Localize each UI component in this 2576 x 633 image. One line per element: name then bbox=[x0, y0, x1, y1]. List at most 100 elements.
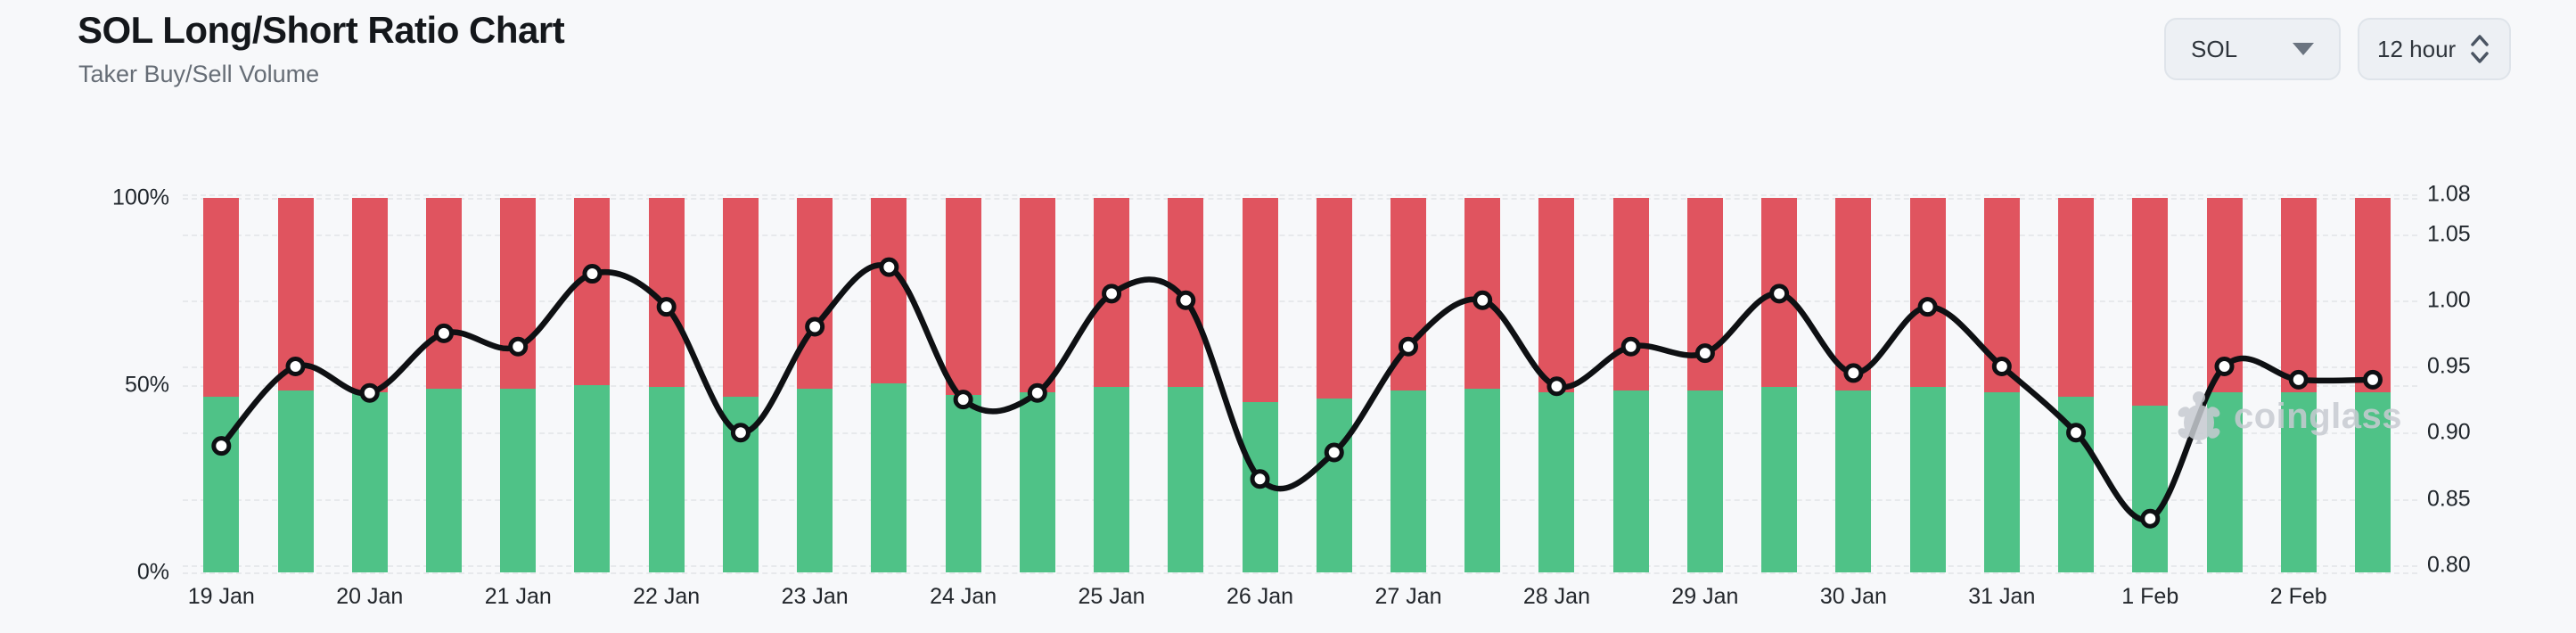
y-axis-tick-right: 0.80 bbox=[2427, 552, 2471, 578]
up-down-chevrons-icon bbox=[2471, 35, 2489, 63]
buy-volume-bar-segment[interactable] bbox=[1094, 387, 1130, 572]
page-subtitle: Taker Buy/Sell Volume bbox=[78, 61, 320, 87]
buy-volume-bar-segment[interactable] bbox=[648, 387, 685, 572]
x-axis-tick: 24 Jan bbox=[930, 584, 997, 609]
sell-volume-bar-segment[interactable] bbox=[1538, 198, 1575, 393]
coinglass-turtle-icon bbox=[2178, 391, 2220, 444]
sell-volume-bar-segment[interactable] bbox=[500, 198, 537, 390]
y-axis-tick-left: 0% bbox=[136, 559, 169, 585]
h-gridline bbox=[183, 234, 2417, 236]
buy-volume-bar-segment[interactable] bbox=[1761, 387, 1798, 572]
y-axis-tick-left: 100% bbox=[112, 185, 169, 210]
y-axis-tick-right: 1.05 bbox=[2427, 221, 2471, 246]
y-axis-tick-right: 0.85 bbox=[2427, 486, 2471, 511]
buy-volume-bar-segment[interactable] bbox=[203, 396, 240, 572]
sell-volume-bar-segment[interactable] bbox=[2354, 198, 2391, 393]
x-axis-tick: 22 Jan bbox=[633, 584, 701, 609]
x-axis-tick: 23 Jan bbox=[781, 584, 849, 609]
watermark: coinglass bbox=[2173, 389, 2402, 444]
x-axis-tick: 2 Feb bbox=[2269, 584, 2327, 609]
h-gridline bbox=[183, 572, 2417, 574]
y-axis-tick-right: 0.90 bbox=[2427, 419, 2471, 445]
symbol-select[interactable]: SOL bbox=[2164, 18, 2341, 80]
sell-volume-bar-segment[interactable] bbox=[2280, 198, 2317, 393]
chevron-down-icon bbox=[2293, 43, 2314, 55]
buy-volume-bar-segment[interactable] bbox=[871, 382, 907, 572]
sell-volume-bar-segment[interactable] bbox=[203, 198, 240, 397]
h-gridline bbox=[183, 198, 2417, 200]
x-axis-tick: 1 Feb bbox=[2121, 584, 2179, 609]
sell-volume-bar-segment[interactable] bbox=[1909, 198, 1946, 388]
sell-volume-bar-segment[interactable] bbox=[1761, 198, 1798, 388]
sell-volume-bar-segment[interactable] bbox=[945, 198, 981, 395]
buy-volume-bar-segment[interactable] bbox=[945, 394, 981, 572]
x-axis-tick: 29 Jan bbox=[1671, 584, 1739, 609]
interval-select-value: 12 hour bbox=[2377, 35, 2457, 62]
buy-volume-bar-segment[interactable] bbox=[2058, 396, 2095, 572]
x-axis-tick: 25 Jan bbox=[1078, 584, 1145, 609]
sell-volume-bar-segment[interactable] bbox=[2206, 198, 2243, 393]
buy-volume-bar-segment[interactable] bbox=[574, 385, 611, 572]
buy-volume-bar-segment[interactable] bbox=[2132, 406, 2169, 572]
x-axis-tick: 21 Jan bbox=[484, 584, 552, 609]
sell-volume-bar-segment[interactable] bbox=[1983, 198, 2020, 393]
buy-volume-bar-segment[interactable] bbox=[500, 389, 537, 572]
buy-volume-bar-segment[interactable] bbox=[1464, 389, 1501, 572]
y-axis-tick-right: 0.95 bbox=[2427, 353, 2471, 379]
sell-volume-bar-segment[interactable] bbox=[648, 198, 685, 388]
buy-volume-bar-segment[interactable] bbox=[351, 392, 388, 572]
sell-volume-bar-segment[interactable] bbox=[722, 198, 759, 397]
x-axis-tick: 31 Jan bbox=[1968, 584, 2036, 609]
watermark-text: coinglass bbox=[2234, 396, 2403, 436]
buy-volume-bar-segment[interactable] bbox=[1316, 398, 1352, 572]
buy-volume-bar-segment[interactable] bbox=[722, 396, 759, 572]
page-title: SOL Long/Short Ratio Chart bbox=[78, 9, 565, 51]
sell-volume-bar-segment[interactable] bbox=[1835, 198, 1872, 391]
sell-volume-bar-segment[interactable] bbox=[351, 198, 388, 393]
buy-volume-bar-segment[interactable] bbox=[1168, 387, 1204, 572]
sell-volume-bar-segment[interactable] bbox=[1612, 198, 1649, 391]
buy-volume-bar-segment[interactable] bbox=[1019, 392, 1055, 572]
sell-volume-bar-segment[interactable] bbox=[2132, 198, 2169, 407]
x-axis-tick: 26 Jan bbox=[1226, 584, 1294, 609]
buy-volume-bar-segment[interactable] bbox=[1612, 390, 1649, 572]
sell-volume-bar-segment[interactable] bbox=[1019, 198, 1055, 393]
y-axis-tick-left: 50% bbox=[124, 372, 169, 398]
h-gridline bbox=[183, 194, 2417, 196]
sell-volume-bar-segment[interactable] bbox=[1168, 198, 1204, 388]
x-axis-tick: 20 Jan bbox=[336, 584, 404, 609]
sell-volume-bar-segment[interactable] bbox=[1686, 198, 1723, 391]
sell-volume-bar-segment[interactable] bbox=[1464, 198, 1501, 390]
sell-volume-bar-segment[interactable] bbox=[2058, 198, 2095, 397]
sell-volume-bar-segment[interactable] bbox=[425, 198, 462, 390]
sell-volume-bar-segment[interactable] bbox=[1242, 198, 1278, 402]
sell-volume-bar-segment[interactable] bbox=[1094, 198, 1130, 388]
sell-volume-bar-segment[interactable] bbox=[871, 198, 907, 383]
x-axis-tick: 28 Jan bbox=[1522, 584, 1590, 609]
y-axis-tick-right: 1.00 bbox=[2427, 287, 2471, 313]
sell-volume-bar-segment[interactable] bbox=[574, 198, 611, 385]
buy-volume-bar-segment[interactable] bbox=[425, 389, 462, 572]
buy-volume-bar-segment[interactable] bbox=[797, 389, 833, 572]
sell-volume-bar-segment[interactable] bbox=[1390, 198, 1426, 391]
buy-volume-bar-segment[interactable] bbox=[1538, 392, 1575, 572]
x-axis-tick: 19 Jan bbox=[187, 584, 255, 609]
sell-volume-bar-segment[interactable] bbox=[1316, 198, 1352, 399]
buy-volume-bar-segment[interactable] bbox=[1909, 387, 1946, 572]
interval-select[interactable]: 12 hour bbox=[2358, 18, 2511, 80]
symbol-select-value: SOL bbox=[2191, 35, 2238, 62]
sell-volume-bar-segment[interactable] bbox=[797, 198, 833, 390]
buy-volume-bar-segment[interactable] bbox=[1983, 392, 2020, 572]
h-gridline bbox=[183, 565, 2417, 567]
buy-volume-bar-segment[interactable] bbox=[1242, 401, 1278, 572]
sell-volume-bar-segment[interactable] bbox=[277, 198, 314, 391]
buy-volume-bar-segment[interactable] bbox=[1686, 390, 1723, 572]
x-axis-tick: 30 Jan bbox=[1819, 584, 1887, 609]
buy-volume-bar-segment[interactable] bbox=[1390, 390, 1426, 572]
x-axis-tick: 27 Jan bbox=[1374, 584, 1442, 609]
y-axis-tick-right: 1.08 bbox=[2427, 181, 2471, 207]
buy-volume-bar-segment[interactable] bbox=[277, 390, 314, 572]
buy-volume-bar-segment[interactable] bbox=[1835, 390, 1872, 572]
